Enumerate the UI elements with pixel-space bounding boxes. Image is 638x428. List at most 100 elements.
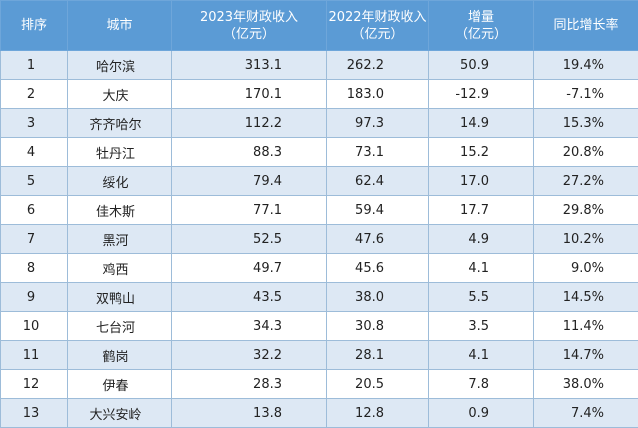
increase-cell: 4.1 — [429, 254, 534, 283]
increase-cell: 17.0 — [429, 167, 534, 196]
rev2022-cell: 47.6 — [327, 225, 429, 254]
city-cell: 齐齐哈尔 — [68, 109, 172, 138]
header-rev2023: 2023年财政收入 （亿元） — [172, 1, 327, 51]
increase-cell: 50.9 — [429, 51, 534, 80]
header-rev2022-line1: 2022年财政收入 — [327, 9, 428, 26]
header-rank: 排序 — [1, 1, 68, 51]
rank-cell: 12 — [1, 370, 68, 399]
rev2022-cell: 183.0 — [327, 80, 429, 109]
header-increase-line2: （亿元） — [429, 26, 533, 43]
rev2022-cell: 73.1 — [327, 138, 429, 167]
rev2023-cell: 52.5 — [172, 225, 327, 254]
city-cell: 黑河 — [68, 225, 172, 254]
rev2022-cell: 12.8 — [327, 399, 429, 428]
increase-cell: -12.9 — [429, 80, 534, 109]
rank-cell: 6 — [1, 196, 68, 225]
header-increase: 增量 （亿元） — [429, 1, 534, 51]
growth-cell: 14.7% — [534, 341, 638, 370]
rev2023-cell: 49.7 — [172, 254, 327, 283]
increase-cell: 15.2 — [429, 138, 534, 167]
growth-cell: 14.5% — [534, 283, 638, 312]
city-cell: 绥化 — [68, 167, 172, 196]
rev2023-cell: 88.3 — [172, 138, 327, 167]
rank-cell: 13 — [1, 399, 68, 428]
city-cell: 哈尔滨 — [68, 51, 172, 80]
growth-cell: 20.8% — [534, 138, 638, 167]
growth-cell: 9.0% — [534, 254, 638, 283]
rev2023-cell: 170.1 — [172, 80, 327, 109]
rank-cell: 9 — [1, 283, 68, 312]
header-growth: 同比增长率 — [534, 1, 638, 51]
city-cell: 伊春 — [68, 370, 172, 399]
increase-cell: 3.5 — [429, 312, 534, 341]
rank-cell: 2 — [1, 80, 68, 109]
rev2022-cell: 38.0 — [327, 283, 429, 312]
growth-cell: 10.2% — [534, 225, 638, 254]
rev2023-cell: 112.2 — [172, 109, 327, 138]
rev2022-cell: 97.3 — [327, 109, 429, 138]
city-cell: 七台河 — [68, 312, 172, 341]
rev2023-cell: 313.1 — [172, 51, 327, 80]
growth-cell: 7.4% — [534, 399, 638, 428]
rank-cell: 3 — [1, 109, 68, 138]
rev2023-cell: 34.3 — [172, 312, 327, 341]
header-rev2023-line1: 2023年财政收入 — [172, 9, 326, 26]
rank-cell: 1 — [1, 51, 68, 80]
city-cell: 大兴安岭 — [68, 399, 172, 428]
city-cell: 佳木斯 — [68, 196, 172, 225]
growth-cell: 11.4% — [534, 312, 638, 341]
growth-cell: 19.4% — [534, 51, 638, 80]
table-header: 排序 城市 2023年财政收入 （亿元） 2022年财政收入 （亿元） 增量 （… — [1, 1, 638, 51]
header-rev2022: 2022年财政收入 （亿元） — [327, 1, 429, 51]
city-cell: 双鸭山 — [68, 283, 172, 312]
increase-cell: 4.1 — [429, 341, 534, 370]
rev2023-cell: 77.1 — [172, 196, 327, 225]
city-cell: 鹤岗 — [68, 341, 172, 370]
increase-cell: 7.8 — [429, 370, 534, 399]
increase-cell: 5.5 — [429, 283, 534, 312]
city-cell: 牡丹江 — [68, 138, 172, 167]
header-rev2022-line2: （亿元） — [327, 26, 428, 43]
growth-cell: 29.8% — [534, 196, 638, 225]
rev2022-cell: 59.4 — [327, 196, 429, 225]
rank-cell: 7 — [1, 225, 68, 254]
rev2022-cell: 45.6 — [327, 254, 429, 283]
rev2023-cell: 43.5 — [172, 283, 327, 312]
header-row: 排序 城市 2023年财政收入 （亿元） 2022年财政收入 （亿元） 增量 （… — [1, 1, 638, 51]
rank-cell: 10 — [1, 312, 68, 341]
rev2022-cell: 62.4 — [327, 167, 429, 196]
increase-cell: 14.9 — [429, 109, 534, 138]
city-cell: 大庆 — [68, 80, 172, 109]
growth-cell: -7.1% — [534, 80, 638, 109]
rev2022-cell: 28.1 — [327, 341, 429, 370]
growth-cell: 38.0% — [534, 370, 638, 399]
rank-cell: 11 — [1, 341, 68, 370]
header-increase-line1: 增量 — [429, 9, 533, 26]
rev2022-cell: 262.2 — [327, 51, 429, 80]
growth-cell: 15.3% — [534, 109, 638, 138]
header-rev2023-line2: （亿元） — [172, 26, 326, 43]
rev2022-cell: 20.5 — [327, 370, 429, 399]
rev2023-cell: 13.8 — [172, 399, 327, 428]
growth-cell: 27.2% — [534, 167, 638, 196]
rev2023-cell: 79.4 — [172, 167, 327, 196]
increase-cell: 0.9 — [429, 399, 534, 428]
rank-cell: 4 — [1, 138, 68, 167]
rank-cell: 8 — [1, 254, 68, 283]
increase-cell: 4.9 — [429, 225, 534, 254]
rank-cell: 5 — [1, 167, 68, 196]
